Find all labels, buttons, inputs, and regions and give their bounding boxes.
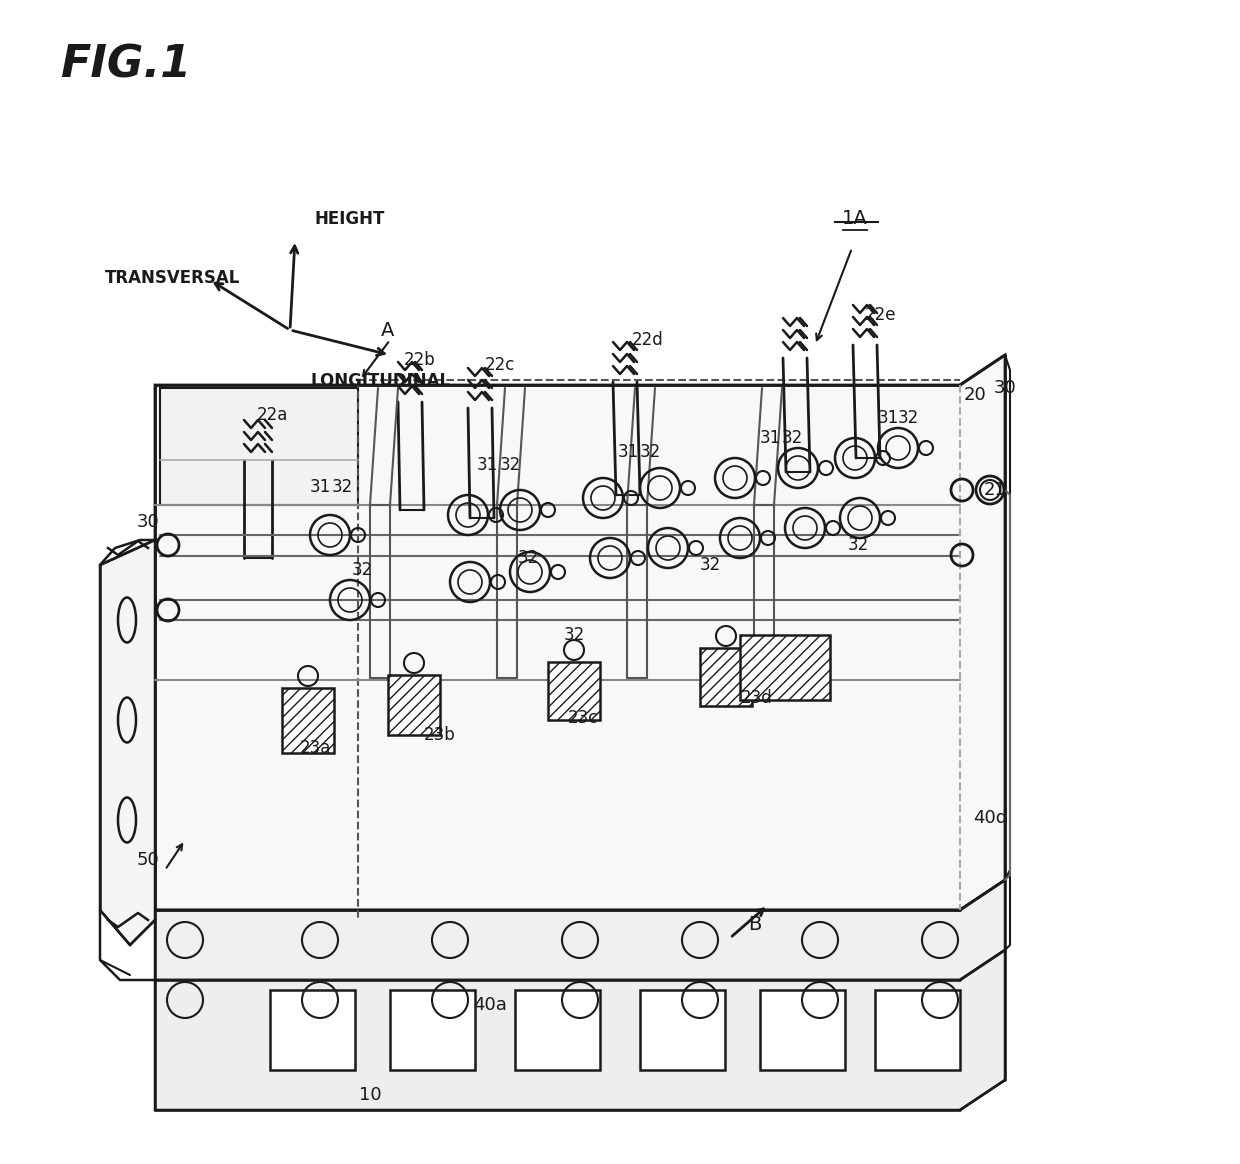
Text: 32: 32: [331, 478, 352, 496]
Polygon shape: [100, 540, 155, 945]
Polygon shape: [160, 388, 358, 505]
Text: 32: 32: [500, 456, 521, 474]
Polygon shape: [155, 950, 1004, 1110]
Text: 1A: 1A: [842, 208, 868, 227]
Text: 23a: 23a: [299, 739, 331, 757]
Polygon shape: [155, 355, 1004, 910]
Text: FIG.1: FIG.1: [60, 43, 191, 86]
Polygon shape: [391, 991, 475, 1070]
Text: A: A: [382, 320, 394, 340]
Text: 22d: 22d: [632, 331, 663, 349]
Text: 31: 31: [618, 443, 639, 461]
Text: 22c: 22c: [485, 356, 515, 374]
Polygon shape: [281, 688, 334, 753]
Text: 23c: 23c: [568, 709, 598, 728]
Text: B: B: [748, 916, 761, 935]
Polygon shape: [760, 991, 844, 1070]
Text: 32: 32: [699, 556, 720, 574]
Polygon shape: [548, 662, 600, 721]
Text: 32: 32: [898, 409, 919, 427]
Polygon shape: [875, 991, 960, 1070]
Text: 22a: 22a: [257, 406, 288, 424]
Text: 32: 32: [781, 430, 802, 447]
Polygon shape: [155, 880, 1004, 980]
Text: LONGITUDINAL: LONGITUDINAL: [310, 372, 450, 390]
Text: 32: 32: [563, 626, 584, 644]
Polygon shape: [515, 991, 600, 1070]
Polygon shape: [701, 648, 751, 707]
Text: 31: 31: [759, 430, 781, 447]
Text: TRANSVERSAL: TRANSVERSAL: [105, 269, 241, 288]
Text: 32: 32: [517, 549, 538, 567]
Text: 23d: 23d: [742, 689, 773, 707]
Text: 22b: 22b: [404, 352, 436, 369]
Text: 32: 32: [847, 535, 869, 554]
Text: HEIGHT: HEIGHT: [315, 210, 386, 228]
Text: 20: 20: [963, 386, 986, 404]
Text: 22e: 22e: [864, 306, 895, 324]
Text: 50: 50: [136, 851, 160, 870]
Text: 21: 21: [983, 481, 1007, 499]
Polygon shape: [740, 636, 830, 700]
Text: 40a: 40a: [474, 996, 507, 1014]
Text: 23b: 23b: [424, 726, 456, 744]
Text: 31: 31: [878, 409, 899, 427]
Polygon shape: [270, 991, 355, 1070]
Polygon shape: [388, 675, 440, 734]
Text: 40d: 40d: [973, 809, 1007, 826]
Polygon shape: [640, 991, 725, 1070]
Text: 31: 31: [476, 456, 497, 474]
Text: 32: 32: [640, 443, 661, 461]
Text: 31: 31: [309, 478, 331, 496]
Text: 30: 30: [993, 379, 1017, 397]
Text: 10: 10: [358, 1086, 382, 1103]
Text: 30: 30: [136, 513, 160, 531]
Text: 32: 32: [351, 561, 373, 579]
